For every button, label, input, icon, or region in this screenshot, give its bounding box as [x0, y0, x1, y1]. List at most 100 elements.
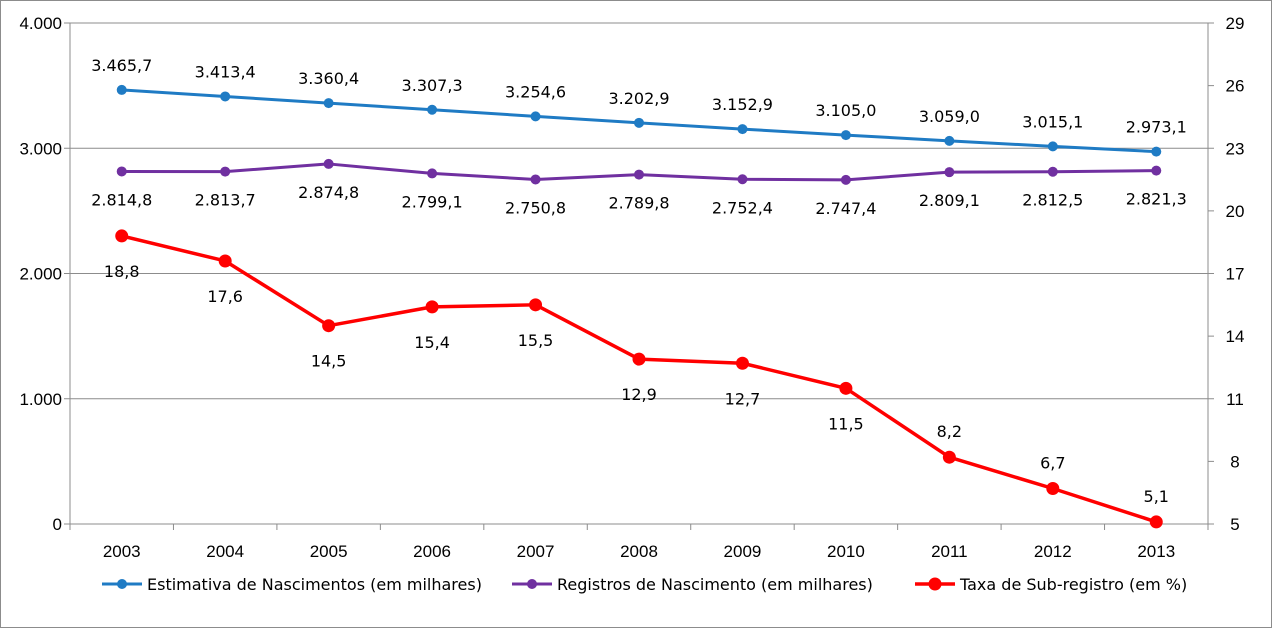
data-point [1151, 146, 1162, 157]
data-point [218, 254, 232, 268]
x-tick-label: 2011 [931, 542, 968, 561]
data-point [220, 91, 231, 102]
data-point [1149, 515, 1163, 529]
data-label: 2.973,1 [1126, 118, 1187, 137]
data-point [530, 174, 541, 185]
data-point [530, 111, 541, 122]
data-point [1046, 482, 1060, 496]
data-point [944, 135, 955, 146]
y-right-tick-label: 17 [1226, 265, 1245, 284]
data-point [115, 229, 129, 243]
x-tick-label: 2003 [103, 542, 141, 561]
data-label: 3.360,4 [298, 69, 359, 88]
data-labels: 3.465,7 3.413,4 3.360,4 3.307,3 3.254,6 3.202… [91, 56, 1187, 506]
gridlines [70, 22, 1208, 400]
data-label: 2.814,8 [91, 190, 152, 209]
x-tick-label: 2007 [517, 542, 555, 561]
data-label: 5,1 [1144, 487, 1169, 506]
x-tick-label: 2010 [827, 542, 865, 561]
x-tick-label: 2005 [310, 542, 348, 561]
data-point [632, 352, 646, 366]
data-label: 3.413,4 [195, 62, 256, 81]
data-label: 2.821,3 [1126, 190, 1187, 209]
y-right-tick-label: 5 [1230, 515, 1239, 534]
data-point [323, 98, 334, 109]
data-label: 2.747,4 [815, 199, 876, 218]
data-point [220, 166, 231, 177]
data-label: 12,9 [621, 385, 657, 404]
data-point [427, 168, 438, 179]
x-tick-label: 2013 [1137, 542, 1175, 561]
y-left-tick-label: 3.000 [19, 139, 62, 158]
y-right-tick-label: 11 [1226, 390, 1244, 409]
y-left-tick-label: 4.000 [19, 14, 62, 33]
data-point [322, 319, 336, 333]
data-label: 3.307,3 [402, 76, 463, 95]
data-label: 14,5 [311, 352, 347, 371]
data-point [425, 300, 439, 314]
data-label: 11,5 [828, 414, 864, 433]
data-point [840, 130, 851, 141]
data-label: 3.152,9 [712, 95, 773, 114]
data-label: 17,6 [207, 287, 243, 306]
data-label: 2.752,4 [712, 198, 773, 217]
x-tick-label: 2009 [724, 542, 762, 561]
data-label: 2.799,1 [402, 192, 463, 211]
data-point [427, 104, 438, 115]
data-point [116, 84, 127, 95]
x-tick-label: 2008 [620, 542, 658, 561]
data-point [737, 174, 748, 185]
data-label: 3.202,9 [608, 89, 669, 108]
data-label: 15,5 [518, 331, 554, 350]
data-point [634, 117, 644, 128]
y-right-tick-label: 14 [1226, 327, 1245, 346]
axes: 0 1.000 2.000 3.000 4.000 5 8 11 14 17 20 23 26 29 200… [19, 14, 1244, 561]
data-label: 8,2 [937, 422, 962, 441]
data-label: 6,7 [1040, 454, 1065, 473]
data-point [737, 124, 748, 135]
data-point [1151, 165, 1162, 176]
series-lines [115, 84, 1163, 529]
data-point [735, 356, 749, 370]
x-tick-label: 2006 [413, 542, 451, 561]
data-label: 3.465,7 [91, 56, 152, 75]
data-point [840, 174, 851, 185]
data-point [1047, 166, 1058, 177]
data-label: 2.789,8 [608, 194, 669, 213]
data-label: 12,7 [725, 389, 761, 408]
data-label: 3.105,0 [815, 101, 876, 120]
legend: Estimativa de Nascimentos (em milhares) R… [102, 575, 1187, 594]
legend-label: Estimativa de Nascimentos (em milhares) [147, 575, 482, 594]
y-right-tick-label: 8 [1230, 452, 1239, 471]
data-label: 3.015,1 [1022, 112, 1083, 131]
data-point [1047, 141, 1058, 152]
x-tick-label: 2004 [206, 542, 244, 561]
legend-label: Registros de Nascimento (em milhares) [557, 575, 873, 594]
data-point [529, 298, 543, 312]
data-label: 2.809,1 [919, 191, 980, 210]
data-label: 2.874,8 [298, 183, 359, 202]
y-right-tick-label: 20 [1226, 202, 1245, 221]
data-label: 2.750,8 [505, 198, 566, 217]
data-point [944, 167, 955, 178]
data-point [839, 381, 853, 395]
data-label: 3.059,0 [919, 107, 980, 126]
data-point [942, 450, 956, 464]
x-tick-label: 2012 [1034, 542, 1072, 561]
data-point [116, 166, 127, 177]
y-right-tick-label: 29 [1226, 14, 1245, 33]
legend-label: Taxa de Sub-registro (em %) [959, 575, 1187, 594]
legend-swatch-marker [117, 579, 127, 589]
series-line [121, 234, 1157, 524]
legend-swatch-marker [928, 577, 942, 591]
y-left-tick-label: 0 [53, 515, 62, 534]
data-label: 2.813,7 [195, 191, 256, 210]
y-right-tick-label: 26 [1226, 77, 1245, 96]
data-point [634, 169, 644, 180]
data-label: 3.254,6 [505, 82, 566, 101]
data-label: 2.812,5 [1022, 191, 1083, 210]
y-left-tick-label: 2.000 [19, 265, 62, 284]
data-label: 15,4 [414, 333, 450, 352]
